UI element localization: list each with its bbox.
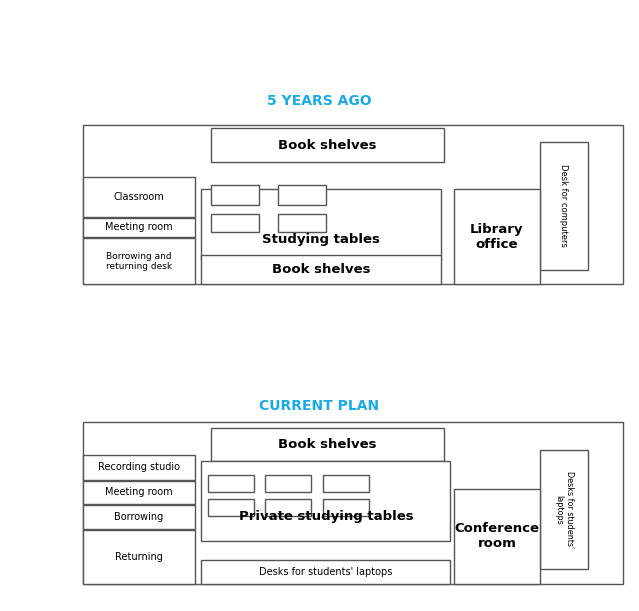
Text: Book shelves: Book shelves xyxy=(278,139,377,152)
Text: Meeting room: Meeting room xyxy=(105,222,173,232)
Bar xyxy=(201,189,441,260)
Bar xyxy=(208,499,254,516)
Text: Desks for students'
laptops: Desks for students' laptops xyxy=(554,471,574,549)
Text: Book shelves: Book shelves xyxy=(278,438,377,451)
Bar xyxy=(323,475,369,492)
Bar xyxy=(265,475,311,492)
Text: Book shelves: Book shelves xyxy=(272,263,371,276)
Bar xyxy=(83,422,623,584)
Bar xyxy=(83,505,195,529)
Bar xyxy=(211,214,259,232)
Bar xyxy=(454,489,540,584)
Bar xyxy=(83,125,623,284)
Bar xyxy=(454,189,540,284)
Text: Borrowing and
returning desk: Borrowing and returning desk xyxy=(106,252,172,271)
Bar xyxy=(83,218,195,237)
Bar xyxy=(211,128,444,162)
Bar xyxy=(540,450,588,569)
Bar xyxy=(278,214,326,232)
Text: Library
office: Library office xyxy=(470,223,523,251)
Bar xyxy=(265,499,311,516)
Bar xyxy=(278,185,326,205)
Bar xyxy=(201,560,450,584)
Bar xyxy=(83,177,195,217)
Bar xyxy=(211,185,259,205)
Bar xyxy=(83,481,195,504)
Text: Private studying tables: Private studying tables xyxy=(238,510,413,523)
Bar xyxy=(83,238,195,284)
Text: Conference
room: Conference room xyxy=(454,522,539,550)
Bar xyxy=(83,455,195,480)
Text: Studying tables: Studying tables xyxy=(262,233,380,246)
Text: Recording studio: Recording studio xyxy=(98,463,180,472)
Bar xyxy=(323,499,369,516)
Text: Returning: Returning xyxy=(115,552,163,562)
Text: CURRENT PLAN: CURRENT PLAN xyxy=(259,400,380,413)
Bar xyxy=(540,142,588,270)
Bar xyxy=(83,530,195,584)
Bar xyxy=(211,428,444,461)
Text: Classroom: Classroom xyxy=(114,192,164,202)
Text: 5 YEARS AGO: 5 YEARS AGO xyxy=(267,94,372,108)
Text: Desk for computers: Desk for computers xyxy=(559,164,569,247)
Text: Borrowing: Borrowing xyxy=(114,512,164,522)
Text: Desks for students' laptops: Desks for students' laptops xyxy=(259,567,392,577)
Bar xyxy=(201,461,450,541)
Text: Meeting room: Meeting room xyxy=(105,488,173,497)
Bar xyxy=(208,475,254,492)
Bar xyxy=(201,255,441,284)
